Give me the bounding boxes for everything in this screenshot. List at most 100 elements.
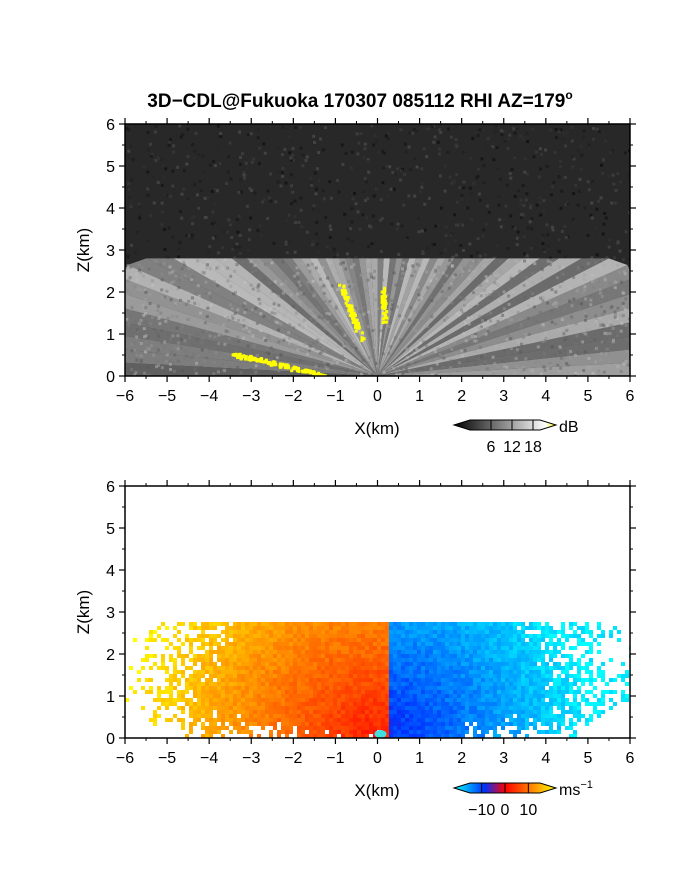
velocity-cell	[181, 658, 185, 662]
echo-speckle	[434, 277, 438, 281]
echo-speckle	[484, 332, 488, 336]
echo-speckle	[582, 369, 586, 373]
noise-pixel	[411, 131, 415, 135]
velocity-cell	[309, 662, 313, 666]
velocity-cell	[477, 666, 481, 670]
top-heatmap	[125, 124, 630, 376]
echo-ray	[377, 258, 509, 376]
noise-pixel	[446, 240, 450, 244]
velocity-cell	[257, 734, 261, 738]
noise-pixel	[191, 222, 195, 226]
velocity-cell	[201, 722, 205, 726]
velocity-cell	[297, 666, 301, 670]
velocity-cell	[169, 698, 173, 702]
velocity-cell	[413, 694, 417, 698]
noise-pixel	[628, 149, 630, 153]
velocity-cell	[389, 702, 393, 706]
saturated-pixel	[347, 303, 351, 307]
velocity-cell	[453, 670, 457, 674]
noise-pixel	[291, 147, 295, 151]
velocity-cell	[469, 674, 473, 678]
velocity-cell	[381, 662, 385, 666]
echo-speckle	[330, 362, 334, 366]
velocity-cell	[389, 710, 393, 714]
velocity-cell	[197, 702, 201, 706]
velocity-cell	[373, 670, 377, 674]
velocity-cell	[461, 710, 465, 714]
echo-speckle	[495, 364, 499, 368]
noise-pixel	[455, 200, 459, 204]
noise-pixel	[220, 159, 224, 163]
velocity-cell	[293, 718, 297, 722]
velocity-cell	[177, 650, 181, 654]
noise-pixel	[446, 150, 450, 154]
echo-speckle	[548, 361, 552, 365]
velocity-cell	[497, 698, 501, 702]
velocity-cell	[417, 654, 421, 658]
echo-speckle	[406, 362, 410, 366]
velocity-cell	[281, 702, 285, 706]
noise-pixel	[563, 255, 567, 259]
echo-speckle	[584, 318, 588, 322]
echo-speckle	[471, 259, 475, 263]
velocity-cell	[297, 718, 301, 722]
noise-pixel	[332, 247, 336, 251]
velocity-cell	[401, 626, 405, 630]
velocity-cell	[429, 626, 433, 630]
velocity-cell	[165, 678, 169, 682]
velocity-cell	[281, 690, 285, 694]
echo-ray	[231, 258, 378, 376]
velocity-cell	[229, 694, 233, 698]
velocity-cell	[421, 630, 425, 634]
velocity-cell	[469, 630, 473, 634]
velocity-cell	[217, 654, 221, 658]
echo-speckle	[320, 285, 324, 289]
echo-speckle	[456, 369, 460, 373]
echo-speckle	[390, 307, 394, 311]
noise-pixel	[386, 194, 390, 198]
velocity-cell	[333, 702, 337, 706]
velocity-cell	[261, 662, 265, 666]
velocity-cell	[161, 638, 165, 642]
echo-speckle	[183, 263, 187, 267]
velocity-cell	[205, 634, 209, 638]
noise-pixel	[400, 224, 404, 228]
velocity-cell	[209, 634, 213, 638]
velocity-cell	[245, 686, 249, 690]
velocity-cell	[433, 698, 437, 702]
velocity-cell	[225, 638, 229, 642]
velocity-cell	[325, 710, 329, 714]
velocity-cell	[249, 706, 253, 710]
echo-speckle	[174, 274, 178, 278]
velocity-cell	[297, 686, 301, 690]
noise-pixel	[161, 164, 165, 168]
velocity-cell	[297, 674, 301, 678]
velocity-cell	[409, 726, 413, 730]
velocity-cell	[401, 710, 405, 714]
echo-speckle	[344, 371, 348, 375]
velocity-cell	[365, 678, 369, 682]
noise-pixel	[509, 214, 513, 218]
velocity-cell	[457, 670, 461, 674]
velocity-cell	[209, 734, 213, 738]
velocity-cell	[221, 678, 225, 682]
velocity-cell	[149, 686, 153, 690]
velocity-cell	[253, 638, 257, 642]
echo-speckle	[411, 264, 415, 268]
velocity-cell	[449, 698, 453, 702]
noise-pixel	[247, 238, 251, 242]
echo-speckle	[502, 364, 506, 368]
velocity-cell	[421, 702, 425, 706]
velocity-cell	[349, 722, 353, 726]
velocity-cell	[257, 670, 261, 674]
velocity-cell	[469, 718, 473, 722]
velocity-cell	[157, 686, 161, 690]
noise-pixel	[438, 174, 442, 178]
echo-speckle	[179, 298, 183, 302]
noise-pixel	[587, 188, 591, 192]
noise-pixel	[314, 232, 318, 236]
echo-speckle	[310, 287, 314, 291]
noise-pixel	[513, 226, 517, 230]
velocity-cell	[337, 678, 341, 682]
velocity-cell	[421, 642, 425, 646]
